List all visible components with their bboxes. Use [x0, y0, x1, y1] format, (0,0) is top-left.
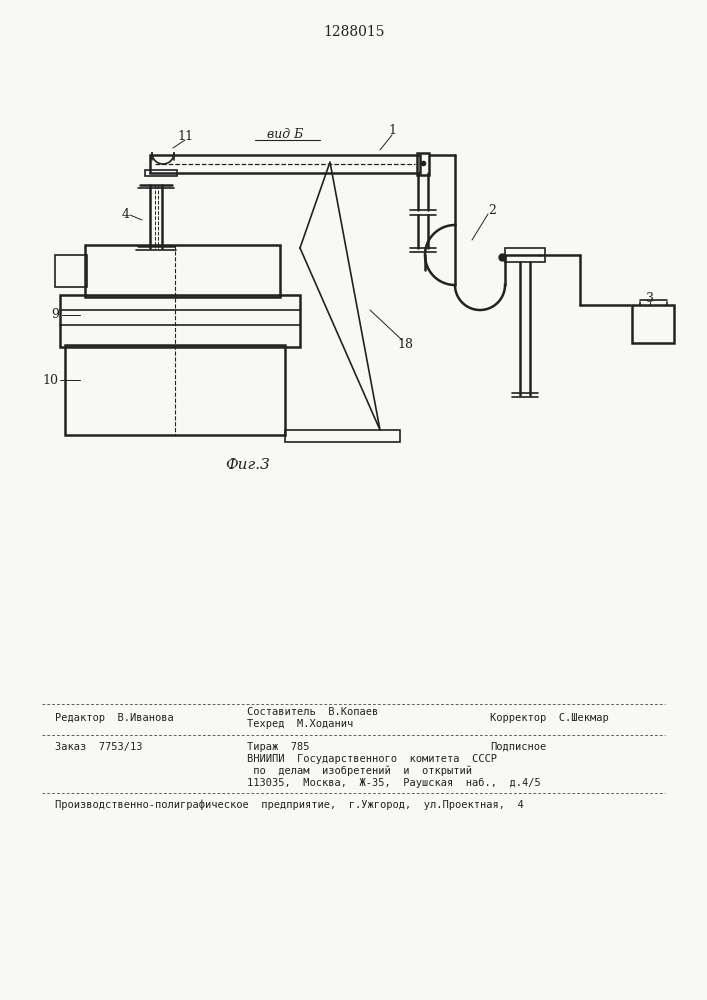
- Bar: [60, 295, 300, 347]
- Text: 11: 11: [177, 129, 193, 142]
- Text: 18: 18: [397, 338, 413, 352]
- Bar: [505, 248, 545, 262]
- Text: Производственно-полиграфическое  предприятие,  г.Ужгород,  ул.Проектная,  4: Производственно-полиграфическое предприя…: [55, 800, 524, 810]
- Text: по  делам  изобретений  и  открытий: по делам изобретений и открытий: [247, 766, 472, 776]
- Text: ВНИИПИ  Государственного  комитета  СССР: ВНИИПИ Государственного комитета СССР: [247, 754, 497, 764]
- Text: 1: 1: [388, 124, 396, 137]
- Bar: [632, 305, 674, 343]
- Text: 4: 4: [122, 209, 130, 222]
- Text: 3: 3: [646, 292, 654, 304]
- Bar: [65, 345, 285, 435]
- Text: Техред  М.Ходанич: Техред М.Ходанич: [247, 719, 354, 729]
- Text: Подписное: Подписное: [490, 742, 547, 752]
- Text: Тираж  785: Тираж 785: [247, 742, 310, 752]
- Text: 1288015: 1288015: [323, 25, 385, 39]
- Text: вид Б: вид Б: [267, 128, 303, 141]
- Text: 113035,  Москва,  Ж-35,  Раушская  наб.,  д.4/5: 113035, Москва, Ж-35, Раушская наб., д.4…: [247, 778, 541, 788]
- Bar: [145, 170, 177, 176]
- Text: Заказ  7753/13: Заказ 7753/13: [55, 742, 143, 752]
- Text: 2: 2: [488, 204, 496, 217]
- Text: 10: 10: [42, 373, 58, 386]
- Bar: [417, 153, 429, 175]
- Text: 9: 9: [51, 308, 59, 322]
- Bar: [55, 255, 87, 287]
- Bar: [85, 245, 280, 297]
- Text: Корректор  С.Шекмар: Корректор С.Шекмар: [490, 713, 609, 723]
- Text: Фиг.3: Фиг.3: [226, 458, 271, 472]
- Bar: [150, 155, 420, 173]
- Text: Составитель  В.Копаев: Составитель В.Копаев: [247, 707, 378, 717]
- Bar: [285, 430, 400, 442]
- Text: Редактор  В.Иванова: Редактор В.Иванова: [55, 713, 174, 723]
